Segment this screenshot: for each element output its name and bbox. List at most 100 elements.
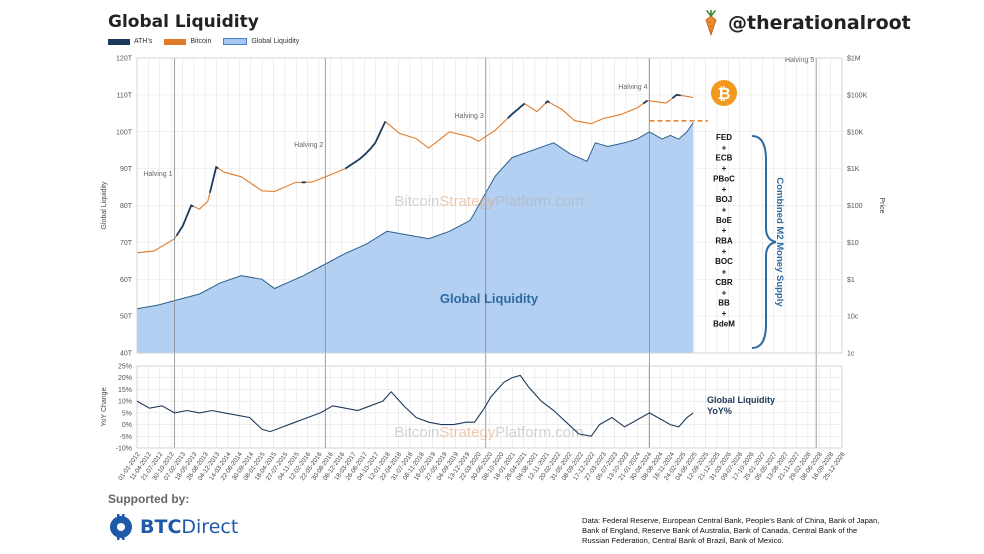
halving-label: Halving 4 xyxy=(618,84,647,91)
legend-swatch-ath xyxy=(108,38,130,45)
y-tick-label: 110T xyxy=(117,92,133,99)
ath-segment xyxy=(507,102,526,119)
central-bank-label: + xyxy=(722,185,727,194)
central-bank-label: + xyxy=(722,205,727,214)
page-title: Global Liquidity xyxy=(108,12,259,32)
yoy-label-1: Global Liquidity xyxy=(707,395,775,405)
central-bank-label: BoE xyxy=(716,216,733,225)
global-liquidity-label: Global Liquidity xyxy=(440,291,539,306)
yoy-tick-label: -5% xyxy=(120,434,132,441)
ath-segment xyxy=(175,204,194,237)
legend-item-ath: ATH's xyxy=(108,38,152,45)
yoy-plot-frame xyxy=(136,365,843,449)
yoy-tick-label: -10% xyxy=(116,446,132,453)
y2-tick-label: $1M xyxy=(847,56,861,63)
legend-label-liquidity: Global Liquidity xyxy=(251,38,300,45)
ath-segment xyxy=(671,93,681,99)
y-tick-label: 100T xyxy=(116,129,133,136)
y-axis-title: Global Liquidity xyxy=(101,181,108,229)
bitcoin-icon xyxy=(711,80,737,106)
brand: @therationalroot xyxy=(700,10,911,36)
legend-swatch-bitcoin xyxy=(164,38,187,45)
central-bank-label: ECB xyxy=(716,154,733,163)
central-bank-label: PBoC xyxy=(713,174,735,183)
central-bank-label: FED xyxy=(716,133,732,142)
ath-segment xyxy=(544,100,550,105)
y-tick-label: 50T xyxy=(120,314,133,321)
y2-tick-label: $100K xyxy=(847,92,868,99)
bitcoin-series xyxy=(136,93,708,254)
liquidity-area-fill xyxy=(137,122,694,353)
watermark: BitcoinStrategyPlatform.com xyxy=(394,193,583,210)
legend-swatch-liquidity xyxy=(223,38,248,45)
brace xyxy=(751,135,777,349)
ath-segment xyxy=(642,99,648,105)
y2-tick-label: 1c xyxy=(847,351,855,358)
yoy-tick-label: 0% xyxy=(122,422,132,429)
y2-tick-label: $1 xyxy=(847,277,855,284)
central-bank-label: CBR xyxy=(715,278,733,287)
central-bank-label: + xyxy=(722,247,727,256)
y2-tick-label: $100 xyxy=(847,203,863,210)
central-bank-label: + xyxy=(722,268,727,277)
yoy-label-2: YoY% xyxy=(707,406,732,416)
yoy-line xyxy=(136,374,694,437)
liquidity-area xyxy=(136,122,694,353)
y2-tick-label: $10K xyxy=(847,129,864,136)
central-bank-label: BB xyxy=(718,299,730,308)
yoy-tick-label: 5% xyxy=(122,410,132,417)
y2-axis-title: Price xyxy=(878,198,885,214)
data-source-note: Data: Federal Reserve, European Central … xyxy=(582,516,880,545)
liquidity-line xyxy=(136,122,694,310)
watermark: BitcoinStrategyPlatform.com xyxy=(394,424,583,441)
central-bank-label: + xyxy=(722,226,727,235)
yoy-tick-label: 20% xyxy=(118,375,132,382)
central-bank-label: BdeM xyxy=(713,319,735,328)
central-bank-label: BOC xyxy=(715,257,733,266)
legend-item-liquidity: Global Liquidity xyxy=(223,38,299,45)
central-bank-label: + xyxy=(722,309,727,318)
y-tick-label: 120T xyxy=(116,56,133,63)
legend-label-bitcoin: Bitcoin xyxy=(190,38,212,45)
yoy-series xyxy=(136,374,694,437)
central-bank-label: RBA xyxy=(715,237,733,246)
bitcoin-icon-glyph: ₿ xyxy=(717,84,730,103)
y2-tick-label: $1K xyxy=(847,166,860,173)
ath-segment xyxy=(209,165,219,193)
central-bank-label: + xyxy=(722,164,727,173)
chart-legend: ATH's Bitcoin Global Liquidity xyxy=(108,38,299,45)
y-tick-label: 70T xyxy=(120,240,133,247)
sponsor-logo: BTCDirect xyxy=(108,512,238,542)
central-bank-label: + xyxy=(722,288,727,297)
legend-label-ath: ATH's xyxy=(134,38,153,45)
yoy-axis-title: YoY Change xyxy=(101,387,108,426)
halving-label: Halving 2 xyxy=(294,142,323,149)
yoy-tick-label: 10% xyxy=(118,399,132,406)
sponsor-name: BTCDirect xyxy=(140,516,239,538)
main-plot-frame xyxy=(136,57,843,354)
supported-by-label: Supported by: xyxy=(108,492,190,506)
y-tick-label: 60T xyxy=(120,277,133,284)
halving-label: Halving 1 xyxy=(143,171,172,178)
y2-tick-label: $10 xyxy=(847,240,859,247)
y2-tick-label: 10c xyxy=(847,314,859,321)
yoy-tick-label: 25% xyxy=(118,364,132,371)
halving-label: Halving 5 xyxy=(785,57,814,64)
halving-label: Halving 3 xyxy=(455,113,484,120)
legend-item-bitcoin: Bitcoin xyxy=(164,38,211,45)
y-tick-label: 80T xyxy=(120,203,133,210)
carrot-icon xyxy=(705,10,717,36)
combined-label: Combined M2 Money Supply xyxy=(774,177,785,307)
y-tick-label: 40T xyxy=(120,351,133,358)
halvings: Halving 1 Halving 2 Halving 3 Halving 4 Halv… xyxy=(143,57,817,448)
btcdirect-icon xyxy=(110,514,132,540)
central-bank-label: + xyxy=(722,143,727,152)
central-bank-label: BOJ xyxy=(716,195,732,204)
brand-handle: @therationalroot xyxy=(728,12,911,34)
y-tick-label: 90T xyxy=(120,166,133,173)
axes: 40T 50T 60T 70T 80T 90T 100T 110T 120T 1c 10c $1 $10… xyxy=(101,56,885,482)
ath-segment xyxy=(344,121,387,170)
yoy-tick-label: 15% xyxy=(118,387,132,394)
annotations: Global LiquidityFED+ECB+PBoC+BOJ+BoE+RBA… xyxy=(440,80,785,416)
